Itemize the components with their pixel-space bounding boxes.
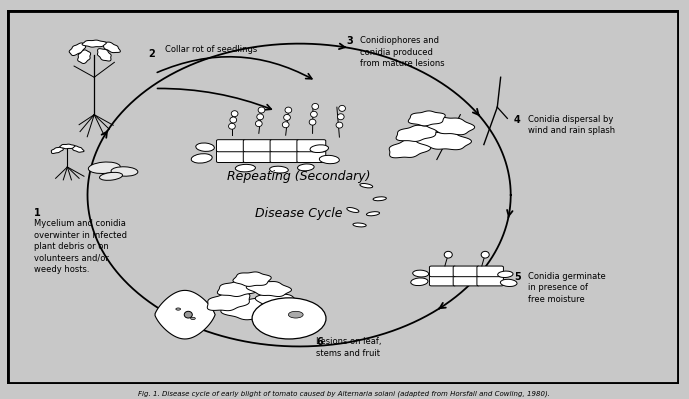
Ellipse shape [284,115,290,120]
Polygon shape [97,49,111,61]
Ellipse shape [411,278,428,286]
Polygon shape [389,139,431,158]
Ellipse shape [236,164,256,172]
Ellipse shape [319,155,340,164]
Ellipse shape [444,251,452,258]
Text: 1: 1 [34,208,41,218]
Polygon shape [426,117,475,135]
Polygon shape [233,272,271,286]
Polygon shape [256,292,302,311]
Ellipse shape [500,279,517,286]
Ellipse shape [111,167,138,176]
Ellipse shape [196,143,214,151]
Ellipse shape [336,122,342,128]
Ellipse shape [497,271,513,278]
Ellipse shape [312,103,318,109]
Ellipse shape [298,164,314,171]
Ellipse shape [258,107,265,113]
Ellipse shape [289,311,303,318]
Polygon shape [71,146,84,152]
Polygon shape [78,50,91,63]
Polygon shape [221,298,283,320]
Ellipse shape [256,120,262,126]
FancyBboxPatch shape [453,266,480,277]
Polygon shape [102,42,121,53]
Text: 2: 2 [148,49,155,59]
Ellipse shape [230,117,236,123]
Ellipse shape [309,119,316,125]
Polygon shape [155,290,215,339]
FancyBboxPatch shape [270,150,299,162]
Ellipse shape [229,123,235,129]
Circle shape [252,298,326,339]
Ellipse shape [353,223,367,227]
Ellipse shape [184,311,192,318]
Ellipse shape [373,197,387,201]
Text: 5: 5 [514,272,521,282]
Ellipse shape [232,111,238,117]
Polygon shape [207,292,250,311]
Ellipse shape [360,184,373,188]
FancyBboxPatch shape [453,275,480,286]
Ellipse shape [192,154,212,163]
Polygon shape [246,280,291,296]
Text: Repeating (Secondary): Repeating (Secondary) [227,170,371,183]
Text: Mycelium and conidia
overwinter in infected
plant debris or on
volunteers and/or: Mycelium and conidia overwinter in infec… [34,219,127,274]
Text: Conidiophores and
conidia produced
from mature lesions: Conidiophores and conidia produced from … [360,36,444,68]
Polygon shape [60,144,75,149]
Text: 4: 4 [514,115,521,124]
Ellipse shape [310,145,329,152]
Ellipse shape [88,162,121,174]
FancyBboxPatch shape [429,266,456,277]
Text: Disease Cycle: Disease Cycle [256,207,343,220]
Text: Fig. 1. Disease cycle of early blight of tomato caused by Alternaria solani (ada: Fig. 1. Disease cycle of early blight of… [138,390,551,397]
Polygon shape [415,132,471,150]
Text: Collar rot of seedlings: Collar rot of seedlings [165,45,257,54]
FancyBboxPatch shape [429,275,456,286]
FancyBboxPatch shape [243,150,272,162]
Text: Conidia dispersal by
wind and rain splash: Conidia dispersal by wind and rain splas… [528,115,615,135]
Polygon shape [51,147,63,154]
Polygon shape [409,111,445,126]
FancyBboxPatch shape [216,140,245,152]
Ellipse shape [481,251,489,258]
Ellipse shape [367,212,380,216]
Ellipse shape [338,114,344,120]
FancyBboxPatch shape [477,266,504,277]
Polygon shape [69,43,85,55]
Polygon shape [82,40,106,47]
Ellipse shape [257,114,263,120]
Ellipse shape [347,207,359,212]
Ellipse shape [191,317,195,320]
Ellipse shape [269,166,288,173]
Ellipse shape [311,111,317,117]
Text: Conidia germinate
in presence of
free moisture: Conidia germinate in presence of free mo… [528,272,605,304]
FancyBboxPatch shape [297,140,326,152]
FancyBboxPatch shape [216,150,245,162]
Ellipse shape [176,308,181,310]
FancyBboxPatch shape [477,275,504,286]
Ellipse shape [285,107,291,113]
Polygon shape [396,125,438,141]
Text: 3: 3 [346,36,353,46]
Ellipse shape [99,172,123,180]
FancyBboxPatch shape [270,140,299,152]
Polygon shape [218,280,260,296]
Ellipse shape [282,122,289,128]
Text: 6: 6 [316,337,322,347]
Ellipse shape [339,105,345,111]
FancyBboxPatch shape [297,150,326,162]
FancyBboxPatch shape [243,140,272,152]
Ellipse shape [413,270,429,277]
Text: Lesions on leaf,
stems and fruit: Lesions on leaf, stems and fruit [316,337,382,358]
